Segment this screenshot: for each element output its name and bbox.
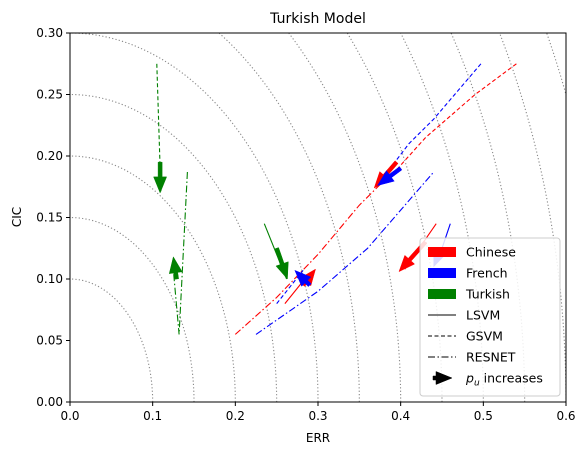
y-tick-label: 0.00 (36, 395, 63, 409)
legend-label: RESNET (466, 350, 516, 365)
legend-label: LSVM (466, 308, 500, 323)
x-tick-label: 0.0 (60, 409, 79, 423)
legend-label: GSVM (466, 329, 503, 344)
y-tick-label: 0.20 (36, 149, 63, 163)
y-tick-label: 0.25 (36, 88, 63, 102)
chart-title: Turkish Model (269, 11, 366, 27)
legend-label: French (466, 266, 508, 281)
y-axis-label: CIC (10, 207, 24, 227)
legend-label: Chinese (466, 245, 516, 260)
y-tick-label: 0.15 (36, 211, 63, 225)
legend-label: Turkish (465, 287, 510, 302)
legend-swatch (428, 268, 456, 278)
x-axis-label: ERR (306, 431, 330, 445)
x-tick-label: 0.4 (391, 409, 410, 423)
y-tick-label: 0.10 (36, 272, 63, 286)
x-tick-label: 0.2 (226, 409, 245, 423)
legend-swatch (428, 247, 456, 257)
legend-math-symbol: p (465, 371, 474, 386)
y-tick-label: 0.30 (36, 26, 63, 40)
y-tick-label: 0.05 (36, 334, 63, 348)
x-tick-label: 0.6 (556, 409, 575, 423)
x-tick-label: 0.1 (143, 409, 162, 423)
legend-label-text: increases (480, 371, 543, 386)
x-tick-label: 0.3 (308, 409, 327, 423)
x-tick-label: 0.5 (474, 409, 493, 423)
legend-swatch (428, 289, 456, 299)
